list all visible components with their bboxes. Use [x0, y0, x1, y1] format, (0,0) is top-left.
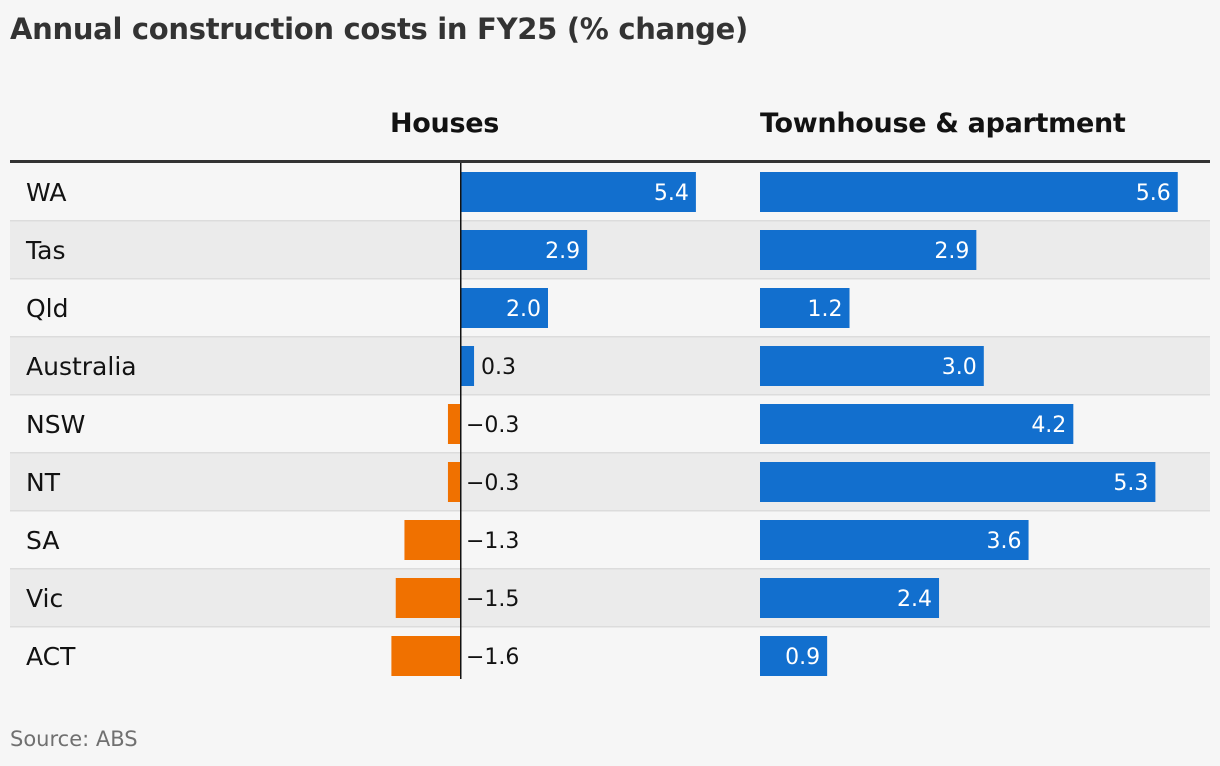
row-divider	[10, 626, 1210, 628]
houses-value-label: 2.0	[506, 297, 541, 322]
houses-value-label: 0.3	[481, 355, 516, 380]
townhouse-bar	[760, 230, 977, 270]
row-band	[10, 221, 1210, 279]
houses-bar	[391, 636, 461, 676]
row-divider	[10, 336, 1210, 338]
category-label: SA	[26, 526, 59, 555]
houses-value-label: −1.6	[466, 645, 519, 670]
townhouse-apartment-column-header: Townhouse & apartment	[760, 108, 1126, 139]
houses-bar	[461, 172, 696, 212]
houses-bar	[395, 578, 461, 618]
townhouse-value-label: 3.0	[942, 355, 977, 380]
townhouse-value-label: 4.2	[1031, 413, 1066, 438]
category-label: NT	[26, 468, 61, 497]
houses-value-label: −0.3	[466, 413, 519, 438]
houses-value-label: −1.5	[466, 587, 519, 612]
row-band	[10, 337, 1210, 395]
row-divider	[10, 510, 1210, 512]
category-label: ACT	[26, 642, 76, 671]
category-label: NSW	[26, 410, 85, 439]
row-divider	[10, 452, 1210, 454]
townhouse-value-label: 5.6	[1136, 181, 1171, 206]
row-divider	[10, 394, 1210, 396]
townhouse-bar	[760, 288, 850, 328]
category-label: Qld	[26, 294, 69, 323]
townhouse-bar	[760, 172, 1178, 212]
houses-bar	[404, 520, 461, 560]
townhouse-value-label: 3.6	[987, 529, 1022, 554]
houses-value-label: −1.3	[466, 529, 519, 554]
houses-bar	[447, 404, 461, 444]
row-band	[10, 569, 1210, 627]
houses-bar	[461, 288, 548, 328]
category-label: Australia	[26, 352, 137, 381]
chart-title: Annual construction costs in FY25 (% cha…	[10, 12, 748, 46]
townhouse-value-label: 5.3	[1113, 471, 1148, 496]
row-divider	[10, 568, 1210, 570]
category-label: WA	[26, 178, 66, 207]
townhouse-value-label: 1.2	[808, 297, 843, 322]
townhouse-value-label: 2.4	[897, 587, 932, 612]
category-label: Vic	[26, 584, 63, 613]
houses-value-label: 5.4	[654, 181, 689, 206]
townhouse-value-label: 0.9	[785, 645, 820, 670]
header-rule	[10, 160, 1210, 163]
townhouse-bar	[760, 520, 1029, 560]
houses-column-header: Houses	[390, 108, 500, 139]
townhouse-bar	[760, 346, 984, 386]
townhouse-bar	[760, 404, 1074, 444]
houses-zero-axis	[460, 163, 462, 679]
houses-bar	[447, 462, 461, 502]
row-divider	[10, 220, 1210, 222]
townhouse-bar	[760, 462, 1156, 502]
houses-value-label: −0.3	[466, 471, 519, 496]
row-divider	[10, 278, 1210, 280]
houses-bar	[461, 346, 475, 386]
source-note: Source: ABS	[10, 727, 138, 751]
houses-bar	[461, 230, 588, 270]
category-label: Tas	[25, 236, 65, 265]
townhouse-bar	[760, 578, 940, 618]
houses-value-label: 2.9	[545, 239, 580, 264]
townhouse-value-label: 2.9	[934, 239, 969, 264]
townhouse-bar	[760, 636, 828, 676]
